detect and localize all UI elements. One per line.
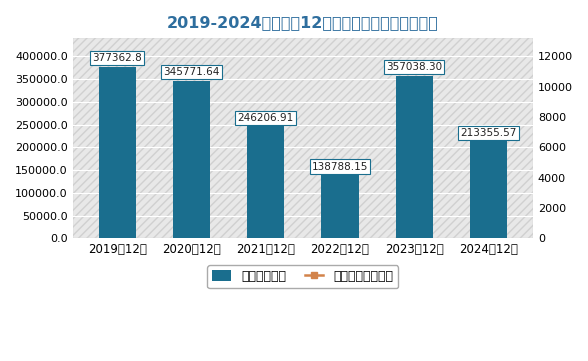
Text: 6989.17: 6989.17	[244, 142, 288, 151]
Bar	[396, 76, 433, 238]
Legend: 票房（万元）, 观影人次（万人）: 票房（万元）, 观影人次（万人）	[207, 265, 399, 288]
Text: 9667.33: 9667.33	[393, 102, 436, 112]
Text: 213355.57: 213355.57	[460, 127, 517, 138]
Bar	[173, 81, 210, 238]
Bar	[322, 175, 359, 238]
Bar	[247, 126, 284, 238]
Text: 138788.15: 138788.15	[312, 161, 368, 171]
Text: 357038.30: 357038.30	[386, 62, 442, 72]
Text: 377362.8: 377362.8	[92, 53, 142, 63]
Text: 246206.91: 246206.91	[238, 113, 294, 123]
Text: 345771.64: 345771.64	[163, 68, 219, 77]
Text: 5853.78: 5853.78	[467, 134, 510, 143]
Text: 3390.37: 3390.37	[319, 171, 362, 181]
Text: 10252.92: 10252.92	[166, 65, 216, 75]
Text: 11399.61: 11399.61	[92, 46, 142, 56]
Bar	[470, 141, 507, 238]
Bar	[99, 67, 136, 238]
Title: 2019-2024年各年度12月票房及观影人次变化情况: 2019-2024年各年度12月票房及观影人次变化情况	[167, 15, 439, 30]
